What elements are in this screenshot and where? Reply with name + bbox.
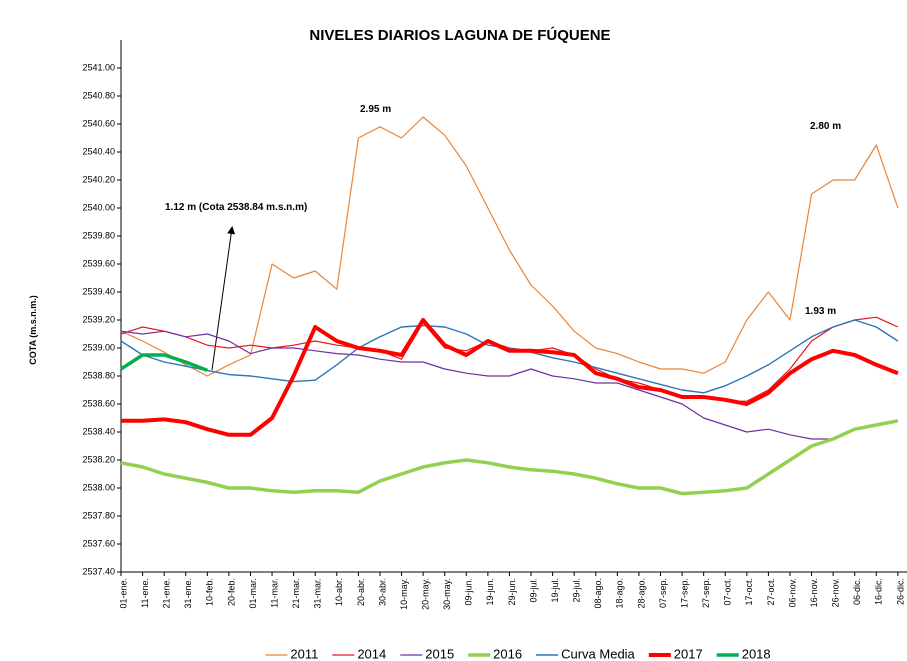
series-line: [120, 330, 834, 440]
x-tick-label: 06-dic.: [852, 578, 862, 605]
legend-label: 2017: [674, 646, 703, 661]
x-tick-label: 10-may.: [399, 578, 409, 610]
y-tick-label: 2539.60: [82, 258, 115, 268]
y-tick-label: 2537.80: [82, 510, 115, 520]
y-tick-label: 2540.20: [82, 174, 115, 184]
legend: 2011 2014 2015 2016 Curva Media 2017 2018: [265, 646, 771, 661]
y-tick-label: 2541.00: [82, 62, 115, 72]
annotation: 2.95 m: [360, 104, 391, 115]
x-tick-label: 29-jul.: [572, 578, 582, 603]
x-tick-label: 30-may.: [442, 578, 452, 610]
plot-area: 2537.40 2537.60 2537.80 2538.00 2538.20 2538.…: [82, 62, 905, 609]
y-tick-label: 2540.40: [82, 146, 115, 156]
y-tick-label: 2537.40: [82, 566, 115, 576]
x-tick-label: 29-jun.: [507, 578, 517, 606]
x-tick-label: 11-mar.: [269, 578, 279, 608]
x-tick-label: 27-oct.: [766, 578, 776, 606]
y-tick-label: 2539.80: [82, 230, 115, 240]
legend-label: 2018: [742, 646, 771, 661]
y-tick-label: 2540.60: [82, 118, 115, 128]
y-tick-label: 2538.20: [82, 454, 115, 464]
legend-item: 2011: [265, 646, 318, 661]
y-tick-label: 2537.60: [82, 538, 115, 548]
x-tick-label: 08-ago.: [593, 578, 603, 609]
legend-item: 2017: [648, 646, 703, 661]
series-line: [120, 353, 208, 373]
series-line: [121, 318, 899, 437]
annotation-arrow: [211, 226, 236, 371]
x-tick-label: 01-ene.: [118, 578, 128, 609]
x-tick-label: 07-sep.: [658, 578, 668, 608]
annotation: 1.93 m: [805, 306, 836, 317]
x-tick-label: 17-oct.: [744, 578, 754, 606]
y-axis-label: COTA (m.s.n.m.): [28, 295, 38, 365]
x-tick-label: 07-oct.: [723, 578, 733, 606]
x-tick-label: 21-ene.: [162, 578, 172, 609]
x-tick-label: 20-may.: [420, 578, 430, 610]
legend-item: 2016: [468, 646, 522, 661]
x-tick-label: 09-jul.: [528, 578, 538, 603]
x-tick-label: 21-mar.: [291, 578, 301, 609]
x-tick-label: 01-mar.: [248, 578, 258, 609]
y-tick-label: 2540.00: [82, 202, 115, 212]
x-tick-label: 10-abr.: [334, 578, 344, 606]
y-tick-label: 2539.20: [82, 314, 115, 324]
legend-label: 2014: [357, 646, 386, 661]
legend-label: 2011: [290, 646, 318, 661]
x-tick-label: 28-ago.: [636, 578, 646, 609]
series-line: [120, 316, 899, 402]
legend-label: Curva Media: [561, 646, 635, 661]
series-line: [120, 319, 899, 394]
x-tick-label: 30-abr.: [377, 578, 387, 606]
y-tick-label: 2538.80: [82, 370, 115, 380]
legend-item: 2018: [716, 646, 771, 661]
x-tick-label: 09-jun.: [464, 578, 474, 606]
annotation: 2.80 m: [810, 121, 841, 132]
x-tick-label: 17-sep.: [679, 578, 689, 608]
x-tick-label: 26-nov.: [831, 578, 841, 607]
x-tick-label: 20-abr.: [356, 578, 366, 606]
x-tick-label: 20-feb.: [226, 578, 236, 606]
annotation: 1.12 m (Cota 2538.84 m.s.n.m): [165, 202, 307, 213]
series-line: [120, 419, 899, 496]
series-line: [120, 116, 899, 377]
x-tick-label: 31-mar.: [313, 578, 323, 609]
x-tick-label: 10-feb.: [205, 578, 215, 606]
legend-item: Curva Media: [536, 646, 636, 661]
y-tick-label: 2540.80: [82, 90, 115, 100]
x-tick-label: 16-nov.: [809, 578, 819, 607]
y-tick-label: 2539.40: [82, 286, 115, 296]
x-tick-label: 19-jul.: [550, 578, 560, 603]
y-tick-label: 2539.00: [82, 342, 115, 352]
y-tick-label: 2538.40: [82, 426, 115, 436]
y-tick-label: 2538.60: [82, 398, 115, 408]
x-tick-label: 26-dic.: [895, 578, 905, 605]
legend-item: 2015: [400, 646, 454, 661]
chart-title: NIVELES DIARIOS LAGUNA DE FÚQUENE: [309, 26, 610, 44]
x-tick-label: 18-ago.: [615, 578, 625, 609]
x-tick-label: 06-nov.: [787, 578, 797, 607]
x-tick-label: 16-dic.: [874, 578, 884, 605]
x-tick-label: 31-ene.: [183, 578, 193, 609]
x-tick-label: 11-ene.: [140, 578, 150, 608]
legend-label: 2016: [493, 646, 522, 661]
legend-label: 2015: [425, 646, 454, 661]
x-tick-label: 19-jun.: [485, 578, 495, 606]
legend-item: 2014: [332, 646, 386, 661]
y-tick-label: 2538.00: [82, 482, 115, 492]
x-tick-label: 27-sep.: [701, 578, 711, 608]
